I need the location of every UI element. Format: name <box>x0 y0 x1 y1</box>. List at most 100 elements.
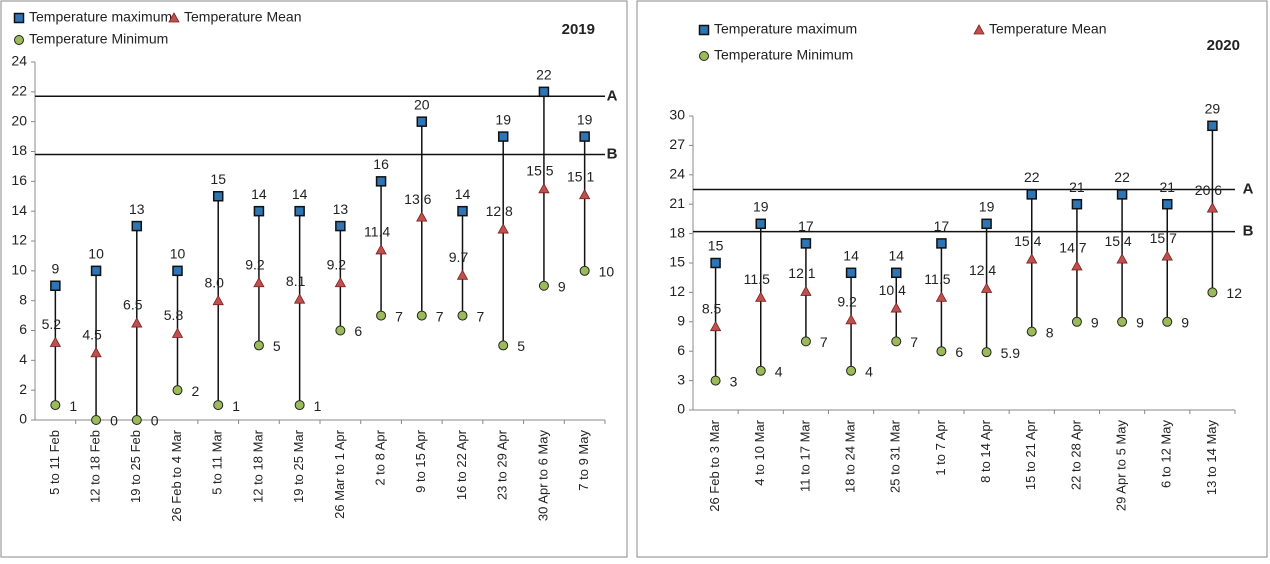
y-tick-label: 12 <box>669 283 685 299</box>
data-label: 7 <box>820 334 828 350</box>
data-label: 15 <box>210 171 226 187</box>
data-label: 6.5 <box>123 297 143 313</box>
mean-marker <box>1206 202 1219 213</box>
max-marker <box>335 220 346 232</box>
legend-marker <box>13 12 25 24</box>
max-marker <box>50 280 61 291</box>
min-marker <box>1117 316 1128 327</box>
legend-label: Temperature Mean <box>184 9 302 25</box>
min-marker <box>1071 316 1082 327</box>
data-label: 16 <box>373 156 389 172</box>
max-marker <box>538 86 550 98</box>
mean-marker <box>293 293 306 304</box>
x-tick-label: 12 to 18 Feb <box>88 430 103 503</box>
data-label: 11.5 <box>924 271 950 287</box>
y-tick-label: 27 <box>669 136 685 152</box>
data-label: 5 <box>517 338 525 354</box>
data-label: 8.0 <box>204 274 224 290</box>
data-label: 22 <box>1024 169 1040 185</box>
mean-marker <box>90 347 102 358</box>
x-tick-label: 29 Apr to 5 May <box>1114 420 1129 512</box>
legend-label: Temperature maximum <box>29 9 172 25</box>
data-label: 13.6 <box>404 191 431 207</box>
max-marker <box>845 267 857 279</box>
mean-marker <box>171 327 184 338</box>
data-label: 15.4 <box>1014 233 1041 249</box>
min-marker <box>891 336 902 347</box>
data-label: 4 <box>865 364 873 380</box>
legend-label: Temperature Minimum <box>714 47 853 63</box>
data-label: 7 <box>395 308 403 324</box>
x-tick-label: 8 to 14 Apr <box>978 419 993 483</box>
max-marker <box>416 116 428 127</box>
mean-marker <box>49 336 62 347</box>
y-tick-label: 4 <box>19 351 27 367</box>
data-label: 9 <box>558 278 566 294</box>
mean-marker <box>497 223 509 234</box>
x-tick-label: 11 to 17 Mar <box>797 419 812 492</box>
max-marker <box>1071 198 1083 210</box>
x-tick-label: 13 to 14 May <box>1204 420 1219 496</box>
max-marker <box>891 267 902 279</box>
x-tick-label: 9 to 15 Apr <box>413 429 428 493</box>
y-tick-label: 24 <box>669 166 685 182</box>
min-marker <box>172 385 183 396</box>
max-marker <box>710 257 721 269</box>
max-marker <box>579 131 590 142</box>
data-label: 9.2 <box>837 294 857 310</box>
mean-marker <box>253 276 265 288</box>
x-tick-label: 6 to 12 May <box>1159 420 1174 488</box>
x-tick-label: 12 to 18 Mar <box>250 429 265 503</box>
y-tick-label: 18 <box>11 142 27 158</box>
data-label: 9 <box>1091 315 1099 331</box>
max-marker <box>1026 189 1037 200</box>
data-label: 9 <box>1136 315 1144 331</box>
min-marker <box>846 365 857 376</box>
mean-marker <box>935 291 948 302</box>
data-label: 13 <box>129 201 145 217</box>
data-label: 17 <box>798 218 814 234</box>
legend-marker <box>14 35 24 45</box>
data-label: 9.7 <box>449 249 469 265</box>
x-tick-label: 5 to 11 Mar <box>210 429 225 494</box>
min-marker <box>294 400 305 411</box>
min-marker <box>800 336 811 347</box>
data-label: 10 <box>88 246 104 262</box>
data-label: 14.7 <box>1059 240 1086 256</box>
data-label: 19 <box>979 199 995 215</box>
data-label: 9 <box>51 260 59 276</box>
x-tick-label: 4 to 10 Mar <box>752 419 767 485</box>
data-label: 29 <box>1205 101 1221 117</box>
max-marker <box>1116 189 1128 200</box>
data-label: 6 <box>354 323 362 339</box>
data-label: 19 <box>753 199 769 215</box>
max-marker <box>457 205 468 217</box>
mean-marker <box>334 276 347 288</box>
data-label: 5.2 <box>42 316 62 332</box>
min-marker <box>213 400 224 411</box>
data-label: 9 <box>1181 315 1189 331</box>
mean-marker <box>538 182 550 194</box>
data-label: 1 <box>232 398 240 414</box>
max-marker <box>1207 120 1218 132</box>
data-label: 15.7 <box>1150 230 1177 246</box>
data-label: 17 <box>934 218 950 234</box>
data-label: 12.1 <box>788 265 815 281</box>
max-marker <box>90 265 102 277</box>
mean-marker <box>1116 253 1128 264</box>
min-marker <box>457 310 468 321</box>
x-tick-label: 1 to 7 Apr <box>933 419 948 475</box>
data-label: 12 <box>1226 285 1242 301</box>
x-tick-label: 26 Feb to 4 Mar <box>169 429 184 521</box>
legend-marker <box>973 24 985 35</box>
data-label: 22 <box>1114 169 1130 185</box>
max-marker <box>212 191 224 202</box>
data-label: 15 <box>708 238 724 254</box>
data-label: 14 <box>843 248 859 264</box>
max-marker <box>172 265 183 277</box>
y-tick-label: 18 <box>669 224 685 240</box>
mean-marker <box>709 320 722 332</box>
mean-marker <box>212 294 224 306</box>
